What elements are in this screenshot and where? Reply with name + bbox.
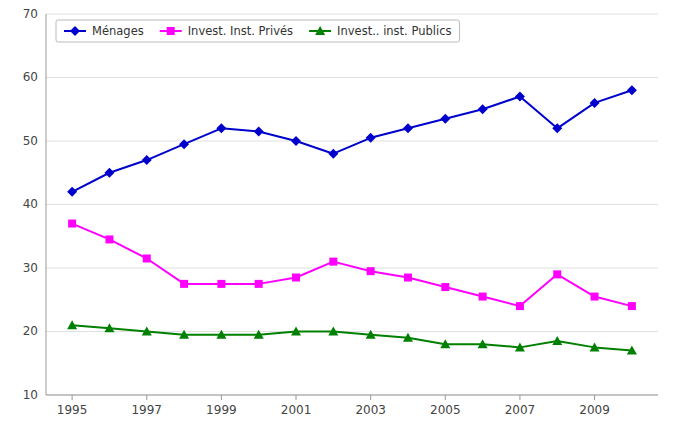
grid-line xyxy=(46,204,658,205)
x-tick-label: 2007 xyxy=(505,403,536,417)
point xyxy=(515,92,525,102)
x-tick-label: 1995 xyxy=(57,403,88,417)
point xyxy=(328,327,338,336)
x-axis xyxy=(46,395,658,396)
point xyxy=(552,123,562,133)
point xyxy=(292,274,300,282)
point xyxy=(591,293,599,301)
legend-marker xyxy=(167,27,175,35)
series-line xyxy=(72,90,632,192)
point xyxy=(441,283,449,291)
x-tick-label: 1997 xyxy=(131,403,162,417)
x-tick xyxy=(445,395,446,400)
point xyxy=(255,280,263,288)
point xyxy=(143,254,151,262)
legend-marker xyxy=(315,26,325,35)
x-tick-label: 2009 xyxy=(579,403,610,417)
point xyxy=(216,330,226,339)
y-tick-label: 30 xyxy=(23,261,38,275)
point xyxy=(628,302,636,310)
legend-frame xyxy=(56,20,459,42)
point xyxy=(366,330,376,339)
series-line xyxy=(72,224,632,307)
point xyxy=(329,258,337,266)
point xyxy=(553,270,561,278)
point xyxy=(67,320,77,329)
point xyxy=(590,342,600,351)
point xyxy=(627,346,637,355)
point xyxy=(627,85,637,95)
point xyxy=(104,323,114,332)
legend-label: Invest.. inst. Publics xyxy=(337,24,451,38)
y-tick-label: 20 xyxy=(23,324,38,338)
grid-line xyxy=(46,14,658,15)
grid-line xyxy=(46,395,658,396)
point xyxy=(590,98,600,108)
series xyxy=(67,85,637,197)
point xyxy=(478,104,488,114)
x-tick-label: 2001 xyxy=(281,403,312,417)
x-tick-label: 2005 xyxy=(430,403,461,417)
point xyxy=(180,280,188,288)
series xyxy=(68,220,636,311)
y-axis xyxy=(46,14,47,395)
y-tick-label: 60 xyxy=(23,70,38,84)
point xyxy=(403,333,413,342)
point xyxy=(516,302,524,310)
point xyxy=(440,114,450,124)
x-tick xyxy=(296,395,297,400)
x-tick xyxy=(72,395,73,400)
grid-line xyxy=(46,141,658,142)
point xyxy=(68,220,76,228)
y-tick-label: 70 xyxy=(23,7,38,21)
point xyxy=(328,149,338,159)
point xyxy=(366,133,376,143)
point xyxy=(142,155,152,165)
point xyxy=(179,139,189,149)
grid-line xyxy=(46,268,658,269)
point xyxy=(367,267,375,275)
chart: 10 20 30 40 50 60 70 1995 1997 1999 2001 2003 2005 20… xyxy=(0,0,674,429)
legend-label: Invest. Inst. Privés xyxy=(188,24,293,38)
point xyxy=(440,339,450,348)
y-tick-label: 50 xyxy=(23,134,38,148)
point xyxy=(104,168,114,178)
point xyxy=(404,274,412,282)
series-line xyxy=(72,325,632,350)
plot-area xyxy=(67,85,637,354)
x-tick xyxy=(370,395,371,400)
point xyxy=(67,187,77,197)
point xyxy=(291,136,301,146)
x-tick-label: 1999 xyxy=(206,403,237,417)
y-tick-label: 40 xyxy=(23,197,38,211)
point xyxy=(142,327,152,336)
point xyxy=(254,126,264,136)
grid-line xyxy=(46,77,658,78)
x-tick xyxy=(594,395,595,400)
x-tick xyxy=(221,395,222,400)
point xyxy=(515,342,525,351)
point xyxy=(479,293,487,301)
point xyxy=(105,235,113,243)
point xyxy=(217,280,225,288)
legend-marker xyxy=(70,26,80,36)
point xyxy=(254,330,264,339)
grid xyxy=(46,14,658,395)
point xyxy=(291,327,301,336)
x-tick-label: 2003 xyxy=(355,403,386,417)
point xyxy=(478,339,488,348)
legend: Ménages Invest. Inst. Privés Invest.. inst… xyxy=(56,20,459,42)
point xyxy=(216,123,226,133)
y-tick-label: 10 xyxy=(23,388,38,402)
series xyxy=(67,320,637,354)
point xyxy=(552,336,562,345)
point xyxy=(179,330,189,339)
x-tick xyxy=(146,395,147,400)
x-tick xyxy=(519,395,520,400)
legend-label: Ménages xyxy=(92,24,144,38)
point xyxy=(403,123,413,133)
